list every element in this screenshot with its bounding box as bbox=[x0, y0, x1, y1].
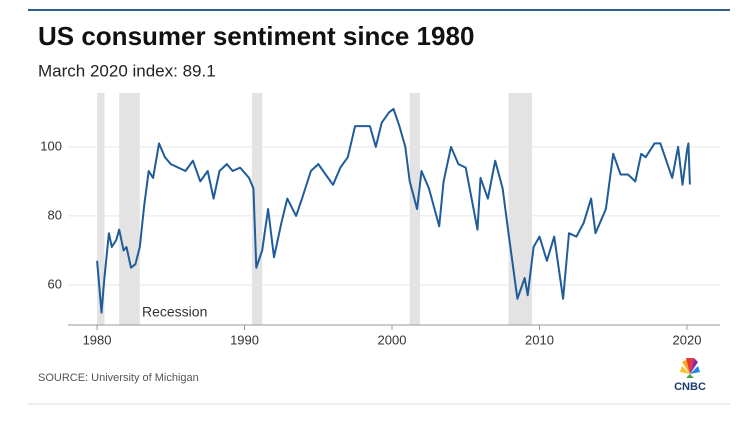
x-tick-label: 2010 bbox=[525, 332, 554, 347]
recession-band bbox=[119, 93, 140, 325]
recession-band bbox=[251, 93, 263, 325]
line bbox=[96, 107, 691, 314]
x-tick-label: 1990 bbox=[230, 332, 259, 347]
annotation: Recession bbox=[142, 304, 207, 320]
source: SOURCE: University of Michigan bbox=[38, 372, 199, 384]
x-tick-label: 2020 bbox=[673, 332, 702, 347]
chart-title: US consumer sentiment since 1980 bbox=[38, 21, 474, 51]
x-tick-label: 1980 bbox=[83, 332, 112, 347]
y-tick-label: 80 bbox=[48, 207, 62, 222]
logo-text: CNBC bbox=[674, 381, 706, 393]
y-tick-label: 60 bbox=[48, 276, 62, 291]
y-tick-label: 100 bbox=[40, 138, 62, 153]
plot: 60 80 100 1980 1990 2000 2010 2020 Recession bbox=[40, 93, 720, 347]
recession-band bbox=[508, 93, 533, 325]
x-tick-label: 2000 bbox=[378, 332, 407, 347]
chart-subtitle: March 2020 index: 89.1 bbox=[38, 61, 216, 80]
logo: CNBC bbox=[674, 358, 706, 393]
recession-band bbox=[97, 93, 105, 325]
recession-band bbox=[409, 93, 421, 325]
